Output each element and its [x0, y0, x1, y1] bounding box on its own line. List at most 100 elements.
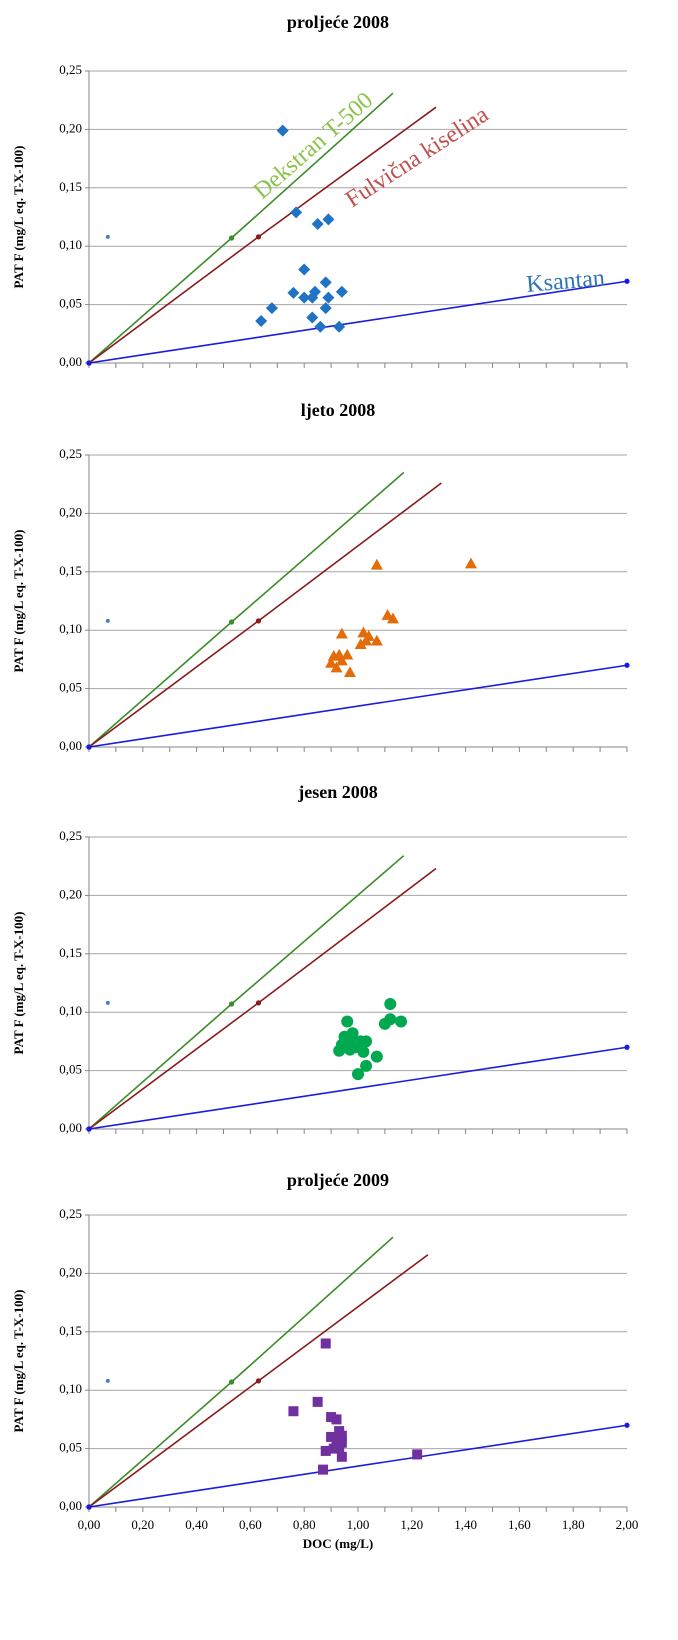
data-point	[318, 1464, 329, 1475]
data-point	[354, 638, 367, 650]
data-point	[326, 1431, 337, 1442]
data-point	[464, 557, 477, 569]
y-tick-label: 0,15	[59, 1323, 82, 1338]
reference-line	[88, 664, 628, 748]
line-annotation: Ksantan	[525, 265, 606, 298]
reference-point	[255, 618, 262, 624]
y-tick-label: 0,20	[59, 504, 82, 519]
data-point	[255, 314, 268, 327]
reference-point	[86, 1126, 92, 1132]
data-point	[330, 661, 343, 673]
x-tick-label: 0,80	[293, 1517, 316, 1532]
data-point	[333, 320, 346, 333]
data-point	[412, 1449, 423, 1460]
reference-line	[88, 1236, 394, 1508]
reference-point	[228, 1379, 235, 1385]
y-tick-label: 0,15	[59, 563, 82, 578]
y-tick-label: 0,05	[59, 1062, 82, 1077]
x-axis-label: DOC (mg/L)	[303, 1536, 373, 1551]
reference-line	[88, 280, 628, 364]
chart-panel: jesen 2008 0,00 0,05 0,10 0,15 0,20 0,25 PAT F …	[11, 782, 630, 1135]
y-tick-label: 0,10	[59, 237, 82, 252]
data-point	[357, 1045, 370, 1058]
data-point	[341, 1015, 354, 1028]
data-point	[320, 1338, 331, 1349]
data-point	[384, 1013, 397, 1026]
x-tick-label: 2,00	[616, 1517, 639, 1532]
data-point	[326, 1412, 337, 1423]
reference-point	[228, 1001, 235, 1007]
data-point	[311, 218, 324, 231]
data-point	[336, 1451, 347, 1462]
y-axis-label: PAT F (mg/L eq. T-X-100)	[11, 530, 26, 673]
data-point	[314, 320, 327, 333]
y-tick-label: 0,05	[59, 680, 82, 695]
x-tick-label: 0,20	[131, 1517, 154, 1532]
y-tick-label: 0,20	[59, 886, 82, 901]
data-point	[331, 1435, 342, 1446]
data-point	[328, 1443, 339, 1454]
reference-point	[228, 619, 235, 625]
data-point	[306, 311, 319, 324]
data-point	[334, 1442, 345, 1453]
data-point	[335, 654, 348, 666]
y-tick-label: 0,20	[59, 1264, 82, 1279]
data-point	[322, 213, 335, 226]
y-tick-label: 0,10	[59, 1003, 82, 1018]
y-tick-label: 0,10	[59, 1381, 82, 1396]
data-point	[336, 1430, 347, 1441]
data-point	[325, 656, 338, 668]
reference-point	[228, 235, 235, 241]
y-tick-label: 0,15	[59, 179, 82, 194]
y-tick-label: 0,25	[59, 446, 82, 461]
stray-point	[105, 618, 110, 623]
data-point	[319, 276, 332, 289]
y-tick-label: 0,15	[59, 945, 82, 960]
data-point	[395, 1015, 408, 1028]
chart-panel: ljeto 2008 0,00 0,05 0,10 0,15 0,20 0,25 PAT F …	[11, 400, 630, 753]
data-point	[360, 1059, 373, 1072]
chart-title: proljeće 2009	[287, 1170, 389, 1190]
data-point	[370, 1050, 383, 1063]
data-point	[319, 302, 332, 315]
y-axis-label: PAT F (mg/L eq. T-X-100)	[11, 912, 26, 1055]
data-point	[331, 1414, 342, 1425]
reference-point	[86, 360, 92, 366]
y-tick-label: 0,00	[59, 738, 82, 753]
data-point	[360, 634, 373, 646]
y-axis-label: PAT F (mg/L eq. T-X-100)	[11, 1290, 26, 1433]
data-point	[343, 666, 356, 678]
data-point	[341, 648, 354, 660]
data-point	[360, 1035, 373, 1048]
chart-title: ljeto 2008	[301, 400, 375, 420]
data-point	[352, 1068, 364, 1081]
data-point	[290, 206, 303, 219]
data-point	[370, 634, 383, 646]
data-point	[370, 558, 383, 570]
reference-point	[624, 278, 630, 284]
x-tick-label: 1,40	[454, 1517, 477, 1532]
stray-point	[105, 1378, 110, 1383]
y-tick-label: 0,25	[59, 828, 82, 843]
reference-line	[88, 867, 437, 1130]
y-tick-label: 0,00	[59, 354, 82, 369]
chart-title: proljeće 2008	[287, 12, 389, 32]
data-point	[335, 285, 348, 298]
reference-point	[86, 744, 92, 750]
data-point	[386, 612, 399, 624]
data-point	[346, 1027, 359, 1040]
data-point	[322, 291, 335, 304]
data-point	[298, 263, 311, 276]
x-tick-label: 1,60	[508, 1517, 531, 1532]
data-point	[276, 124, 289, 137]
y-tick-label: 0,25	[59, 1206, 82, 1221]
reference-point	[255, 1000, 262, 1006]
reference-point	[624, 662, 630, 668]
reference-line	[88, 1424, 628, 1508]
data-point	[312, 1396, 323, 1407]
x-tick-label: 0,40	[185, 1517, 208, 1532]
data-point	[287, 286, 300, 299]
data-point	[333, 1044, 346, 1057]
reference-point	[624, 1044, 630, 1050]
